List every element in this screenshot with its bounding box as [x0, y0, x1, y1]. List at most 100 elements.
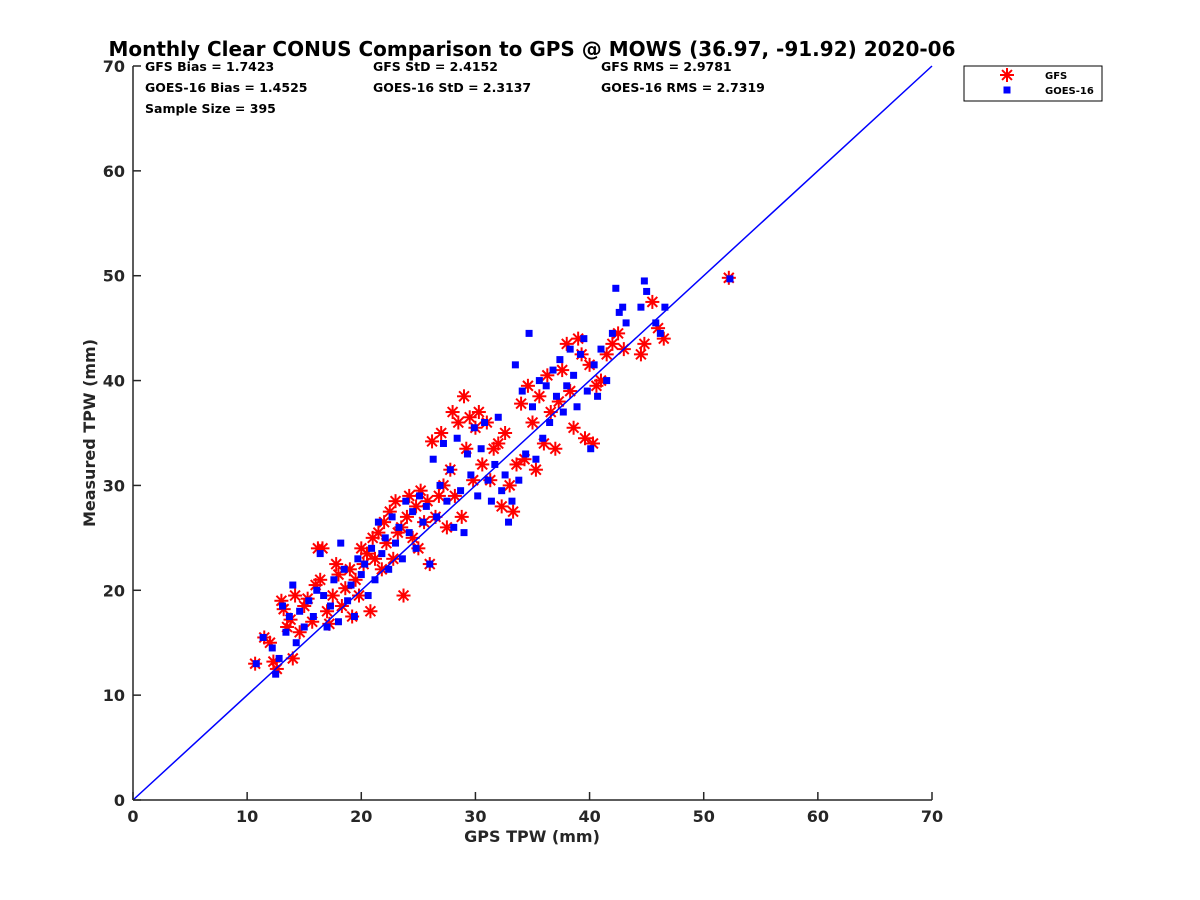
goes16-point [546, 419, 554, 427]
goes16-point [392, 539, 400, 547]
plot-area [132, 65, 933, 801]
goes-std-stat: GOES-16 StD = 2.3137 [373, 80, 531, 95]
gfs-point [525, 415, 540, 430]
gfs-point [367, 551, 382, 566]
goes16-point [640, 277, 648, 285]
gfs-point [494, 499, 509, 514]
goes16-point [494, 413, 502, 421]
x-axis-title: GPS TPW (mm) [464, 827, 600, 846]
goes16-point [529, 403, 536, 411]
goes16-point [522, 450, 530, 458]
x-tick-label: 30 [464, 807, 486, 826]
goes16-point [415, 492, 423, 500]
goes16-point [563, 382, 571, 390]
goes16-point [518, 387, 526, 395]
gfs-point [532, 389, 547, 404]
goes16-point [252, 660, 260, 668]
gfs-point [498, 426, 513, 440]
gfs-point [471, 405, 486, 420]
gfs-point [386, 551, 401, 566]
legend-square-icon [1003, 86, 1011, 94]
y-tick-label: 40 [103, 372, 125, 391]
gfs-point [434, 426, 449, 440]
gfs-point [399, 509, 414, 524]
goes16-point [285, 613, 293, 620]
goes16-point [316, 550, 324, 558]
goes16-point [508, 497, 516, 505]
goes16-point [573, 403, 581, 411]
goes16-point [608, 329, 616, 337]
gfs-point [633, 347, 648, 362]
x-tick-label: 20 [350, 807, 372, 826]
goes16-point [364, 592, 372, 600]
goes16-point [470, 424, 478, 432]
gfs-point [388, 494, 403, 509]
goes16-point [726, 275, 734, 283]
goes16-point [453, 434, 461, 442]
gfs-point [371, 525, 386, 540]
goes16-point [433, 513, 441, 521]
gfs-bias-stat: GFS Bias = 1.7423 [145, 59, 274, 74]
gfs-point [285, 651, 300, 666]
chart-title: Monthly Clear CONUS Comparison to GPS @ … [108, 37, 955, 61]
gfs-point [506, 504, 521, 519]
x-tick-label: 0 [127, 807, 138, 826]
goes16-point [419, 518, 427, 526]
x-tick-label: 50 [693, 807, 715, 826]
goes16-point [552, 392, 560, 400]
goes16-point [309, 613, 317, 620]
goes16-point [576, 350, 584, 358]
goes16-point [409, 508, 417, 516]
goes16-point [371, 576, 379, 584]
goes16-point [402, 497, 410, 505]
goes16-point [381, 534, 389, 542]
goes16-point [474, 492, 482, 500]
goes16-point [305, 597, 313, 605]
goes16-point [279, 602, 287, 610]
sample-size-stat: Sample Size = 395 [145, 101, 276, 116]
goes16-point [566, 345, 574, 353]
y-tick-label: 60 [103, 162, 125, 181]
gfs-point [431, 488, 446, 503]
x-tick-label: 70 [921, 807, 943, 826]
legend-goes-marker [1003, 86, 1011, 94]
legend: GFS GOES-16 [963, 65, 1103, 102]
goes16-point [559, 408, 567, 416]
goes16-point [501, 471, 509, 479]
gfs-point [313, 572, 328, 587]
goes16-point [460, 529, 468, 537]
goes16-point [463, 450, 471, 458]
goes16-point [330, 576, 338, 584]
stats-block: GFS Bias = 1.7423 GOES-16 Bias = 1.4525 … [145, 59, 765, 116]
goes16-point [511, 361, 519, 369]
goes16-point [412, 544, 420, 552]
goes16-point [467, 471, 475, 479]
goes16-point [539, 434, 547, 442]
axes: 0 10 20 30 40 50 60 70 0 10 20 30 40 50 60 70 [103, 57, 943, 826]
goes16-point [292, 639, 300, 647]
y-tick-label: 50 [103, 267, 125, 286]
goes16-point [594, 392, 602, 400]
gfs-point [359, 546, 374, 561]
goes16-point [337, 539, 345, 547]
y-tick-label: 20 [103, 581, 125, 600]
gfs-point [454, 509, 469, 524]
gfs-point [475, 457, 490, 472]
gfs-point [363, 604, 378, 619]
goes16-point [570, 371, 578, 379]
goes16-point [296, 607, 304, 615]
goes16-point [491, 460, 499, 468]
goes16-point [590, 361, 598, 369]
goes16-point [656, 329, 664, 337]
goes16-point [637, 303, 645, 311]
goes16-point [450, 523, 458, 531]
goes16-point [481, 419, 489, 427]
goes16-point [374, 518, 382, 526]
gfs-point [514, 396, 529, 411]
goes16-point [354, 555, 362, 563]
goes16-point [344, 597, 352, 605]
gfs-point [528, 462, 543, 477]
goes16-point [487, 497, 495, 505]
goes16-point [378, 550, 386, 558]
goes16-point [498, 487, 506, 495]
